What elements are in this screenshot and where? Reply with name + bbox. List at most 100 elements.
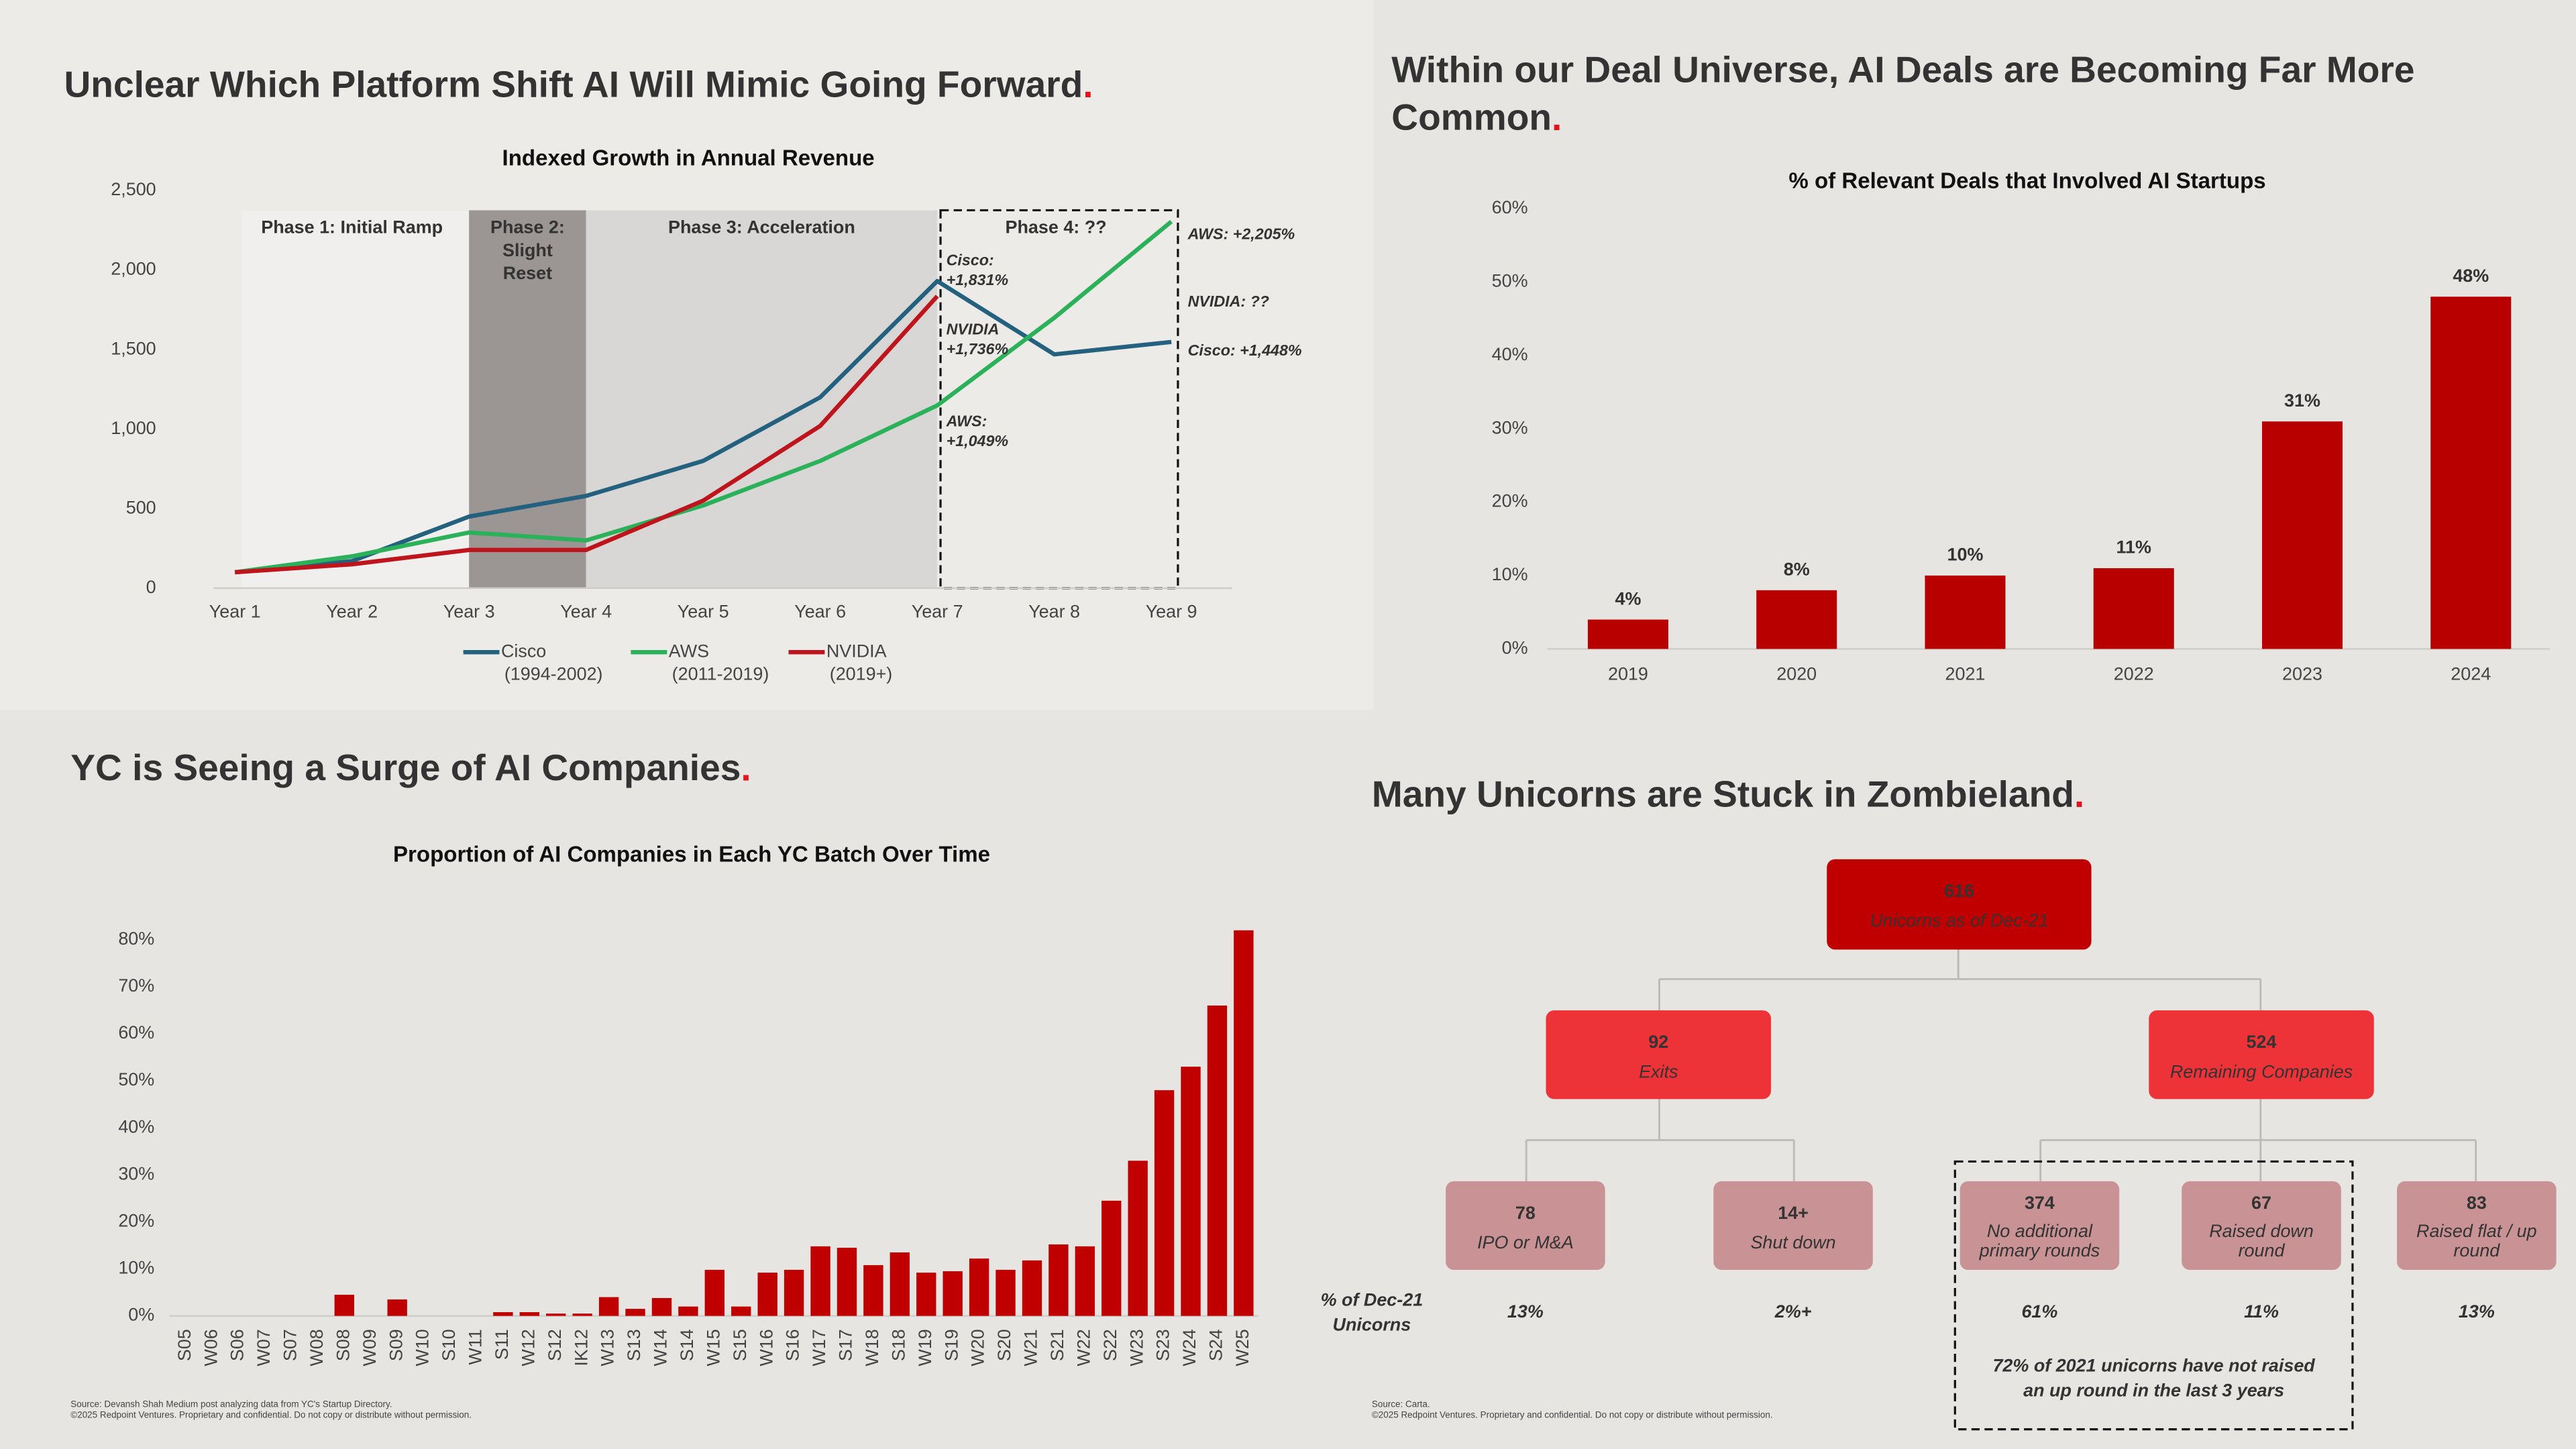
annotation: +1,049% bbox=[947, 432, 1009, 449]
x-tick-label: W08 bbox=[307, 1329, 327, 1366]
x-tick-label: Year 8 bbox=[1028, 602, 1080, 622]
x-tick-label: S08 bbox=[333, 1329, 353, 1361]
node-label: Raised flat / up bbox=[2416, 1221, 2537, 1241]
x-tick-label: W16 bbox=[756, 1329, 776, 1366]
slide-title: Many Unicorns are Stuck in Zombieland. bbox=[1372, 773, 2084, 814]
node-share: 11% bbox=[2244, 1301, 2279, 1322]
data-label: 8% bbox=[1784, 559, 1810, 580]
x-tick-label: Year 2 bbox=[326, 602, 378, 622]
node-label: Raised down bbox=[2209, 1221, 2314, 1241]
annotation: AWS: bbox=[946, 413, 987, 430]
tree-node bbox=[2182, 1181, 2341, 1271]
bar bbox=[334, 1295, 354, 1316]
phase-label: Reset bbox=[503, 263, 552, 283]
slide-title: Within our Deal Universe, AI Deals are B… bbox=[1391, 48, 2414, 90]
y-tick-label: 60% bbox=[1492, 197, 1528, 217]
x-tick-label: W07 bbox=[254, 1329, 274, 1366]
annotation: Cisco: bbox=[947, 252, 994, 269]
x-tick-label: W09 bbox=[360, 1329, 380, 1366]
legend-period: (1994-2002) bbox=[504, 664, 603, 684]
data-label: 10% bbox=[1947, 545, 1984, 565]
bar bbox=[837, 1247, 857, 1316]
x-tick-label: S23 bbox=[1153, 1329, 1173, 1361]
y-tick-label: 0% bbox=[1502, 637, 1528, 657]
node-label: Shut down bbox=[1750, 1232, 1835, 1252]
x-tick-label: S07 bbox=[280, 1329, 301, 1361]
bar bbox=[1234, 930, 1254, 1316]
y-tick-label: 1,500 bbox=[111, 338, 156, 358]
bar bbox=[625, 1309, 645, 1316]
phase-band bbox=[586, 210, 938, 588]
x-tick-label: W20 bbox=[968, 1329, 988, 1366]
y-tick-label: 80% bbox=[118, 928, 154, 949]
x-tick-label: W12 bbox=[518, 1329, 538, 1366]
share-label: % of Dec-21 bbox=[1321, 1290, 1424, 1310]
node-share: 61% bbox=[2021, 1301, 2057, 1322]
x-tick-label: Year 9 bbox=[1146, 602, 1197, 622]
x-tick-label: S22 bbox=[1100, 1329, 1120, 1361]
x-tick-label: Year 6 bbox=[794, 602, 846, 622]
x-tick-label: Year 3 bbox=[443, 602, 495, 622]
series-line bbox=[234, 294, 939, 575]
bar bbox=[1587, 619, 1668, 649]
tree-node bbox=[1713, 1181, 1873, 1271]
x-tick-label: S14 bbox=[677, 1329, 697, 1361]
footnote: Source: Devansh Shah Medium post analyzi… bbox=[70, 1399, 392, 1409]
node-share: 2%+ bbox=[1774, 1301, 1812, 1322]
x-tick-label: W17 bbox=[809, 1329, 829, 1366]
bar bbox=[1154, 1090, 1175, 1316]
x-tick-label: S10 bbox=[439, 1329, 459, 1361]
node-value: 524 bbox=[2247, 1032, 2277, 1052]
phase-label: Phase 4: ?? bbox=[1006, 217, 1107, 237]
x-tick-label: 2019 bbox=[1608, 664, 1648, 684]
note-box bbox=[1953, 1160, 2354, 1431]
bar bbox=[1049, 1244, 1069, 1316]
node-value: 374 bbox=[2025, 1193, 2055, 1213]
legend-period: (2019+) bbox=[830, 664, 893, 684]
bar bbox=[969, 1258, 989, 1316]
data-label: 4% bbox=[1615, 588, 1641, 608]
bar bbox=[572, 1313, 592, 1316]
x-tick-label: S12 bbox=[545, 1329, 565, 1361]
x-tick-label: W25 bbox=[1232, 1329, 1252, 1366]
annotation: NVIDIA bbox=[947, 320, 1000, 337]
phase-band bbox=[469, 210, 586, 588]
bar bbox=[1207, 1005, 1228, 1316]
y-tick-label: 60% bbox=[118, 1022, 154, 1042]
slide-title: Common. bbox=[1391, 96, 1562, 138]
x-tick-label: W19 bbox=[915, 1329, 935, 1366]
node-value: 67 bbox=[2251, 1193, 2271, 1213]
connector bbox=[1658, 949, 2262, 1011]
tree-node bbox=[2397, 1181, 2557, 1271]
bar bbox=[387, 1299, 407, 1316]
node-share: 13% bbox=[2459, 1301, 2495, 1322]
phase-label: Phase 3: Acceleration bbox=[668, 217, 855, 237]
annotation: +1,831% bbox=[947, 271, 1009, 288]
y-tick-label: 40% bbox=[1492, 344, 1528, 364]
x-tick-label: 2022 bbox=[2114, 664, 2154, 684]
bar bbox=[996, 1269, 1016, 1316]
bar bbox=[2430, 297, 2512, 649]
x-tick-label: 2021 bbox=[1945, 664, 1986, 684]
note-text: an up round in the last 3 years bbox=[2023, 1380, 2284, 1400]
y-tick-label: 10% bbox=[1492, 564, 1528, 584]
y-tick-label: 0 bbox=[146, 577, 156, 597]
slide-title: Unclear Which Platform Shift AI Will Mim… bbox=[64, 63, 1093, 105]
chart-subtitle: % of Relevant Deals that Involved AI Sta… bbox=[1788, 169, 2265, 194]
node-label: Unicorns as of Dec-21 bbox=[1870, 910, 2048, 930]
y-tick-label: 0% bbox=[128, 1305, 154, 1325]
x-tick-label: S09 bbox=[386, 1329, 406, 1361]
x-tick-label: W06 bbox=[201, 1329, 221, 1366]
x-tick-label: S18 bbox=[888, 1329, 908, 1361]
bar bbox=[2262, 421, 2343, 649]
share-label: Unicorns bbox=[1333, 1314, 1411, 1334]
bar bbox=[519, 1312, 539, 1316]
x-tick-label: S16 bbox=[783, 1329, 803, 1361]
chart-subtitle: Proportion of AI Companies in Each YC Ba… bbox=[393, 843, 990, 867]
node-value: 14+ bbox=[1778, 1203, 1809, 1223]
x-tick-label: W24 bbox=[1179, 1329, 1199, 1366]
x-tick-label: 2020 bbox=[1776, 664, 1817, 684]
bar bbox=[1102, 1200, 1122, 1316]
bar bbox=[1756, 590, 1837, 649]
